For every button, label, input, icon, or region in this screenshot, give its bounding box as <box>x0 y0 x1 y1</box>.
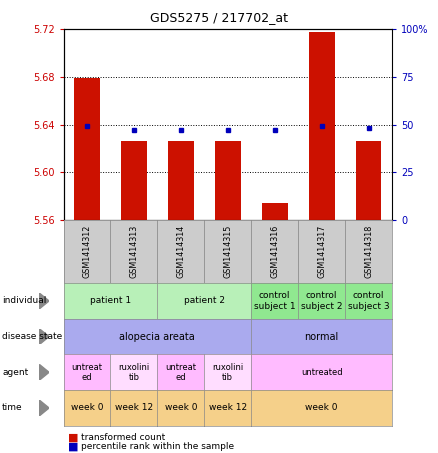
Text: untreat
ed: untreat ed <box>71 362 102 382</box>
Text: GDS5275 / 217702_at: GDS5275 / 217702_at <box>150 11 288 24</box>
Text: untreated: untreated <box>301 368 343 377</box>
Text: week 12: week 12 <box>115 404 153 413</box>
Bar <box>356 141 381 220</box>
Text: GSM1414318: GSM1414318 <box>364 225 373 278</box>
Text: GSM1414314: GSM1414314 <box>177 225 185 278</box>
Text: control
subject 2: control subject 2 <box>301 291 343 311</box>
Bar <box>121 141 147 220</box>
Text: time: time <box>2 404 23 413</box>
Text: week 0: week 0 <box>165 404 197 413</box>
Text: untreat
ed: untreat ed <box>165 362 196 382</box>
Text: week 12: week 12 <box>208 404 247 413</box>
Text: individual: individual <box>2 296 46 305</box>
Text: week 0: week 0 <box>71 404 103 413</box>
Text: percentile rank within the sample: percentile rank within the sample <box>81 442 234 451</box>
Text: GSM1414315: GSM1414315 <box>223 225 232 278</box>
Text: ruxolini
tib: ruxolini tib <box>118 362 149 382</box>
Text: alopecia areata: alopecia areata <box>120 332 195 342</box>
Text: transformed count: transformed count <box>81 433 165 442</box>
Text: ruxolini
tib: ruxolini tib <box>212 362 244 382</box>
Bar <box>262 203 288 220</box>
Text: GSM1414313: GSM1414313 <box>129 225 138 278</box>
Bar <box>168 141 194 220</box>
Text: control
subject 1: control subject 1 <box>254 291 296 311</box>
Bar <box>215 141 240 220</box>
Text: ■: ■ <box>68 432 78 442</box>
Text: GSM1414317: GSM1414317 <box>317 225 326 278</box>
Text: week 0: week 0 <box>305 404 338 413</box>
Polygon shape <box>39 365 49 380</box>
Bar <box>74 78 100 220</box>
Polygon shape <box>39 400 49 416</box>
Text: patient 1: patient 1 <box>90 296 131 305</box>
Text: ■: ■ <box>68 441 78 451</box>
Text: control
subject 3: control subject 3 <box>348 291 389 311</box>
Bar <box>309 32 335 220</box>
Polygon shape <box>39 293 49 309</box>
Text: patient 2: patient 2 <box>184 296 225 305</box>
Text: agent: agent <box>2 368 28 377</box>
Text: normal: normal <box>304 332 339 342</box>
Polygon shape <box>39 329 49 344</box>
Text: GSM1414312: GSM1414312 <box>82 225 92 278</box>
Text: GSM1414316: GSM1414316 <box>270 225 279 278</box>
Text: disease state: disease state <box>2 332 63 341</box>
